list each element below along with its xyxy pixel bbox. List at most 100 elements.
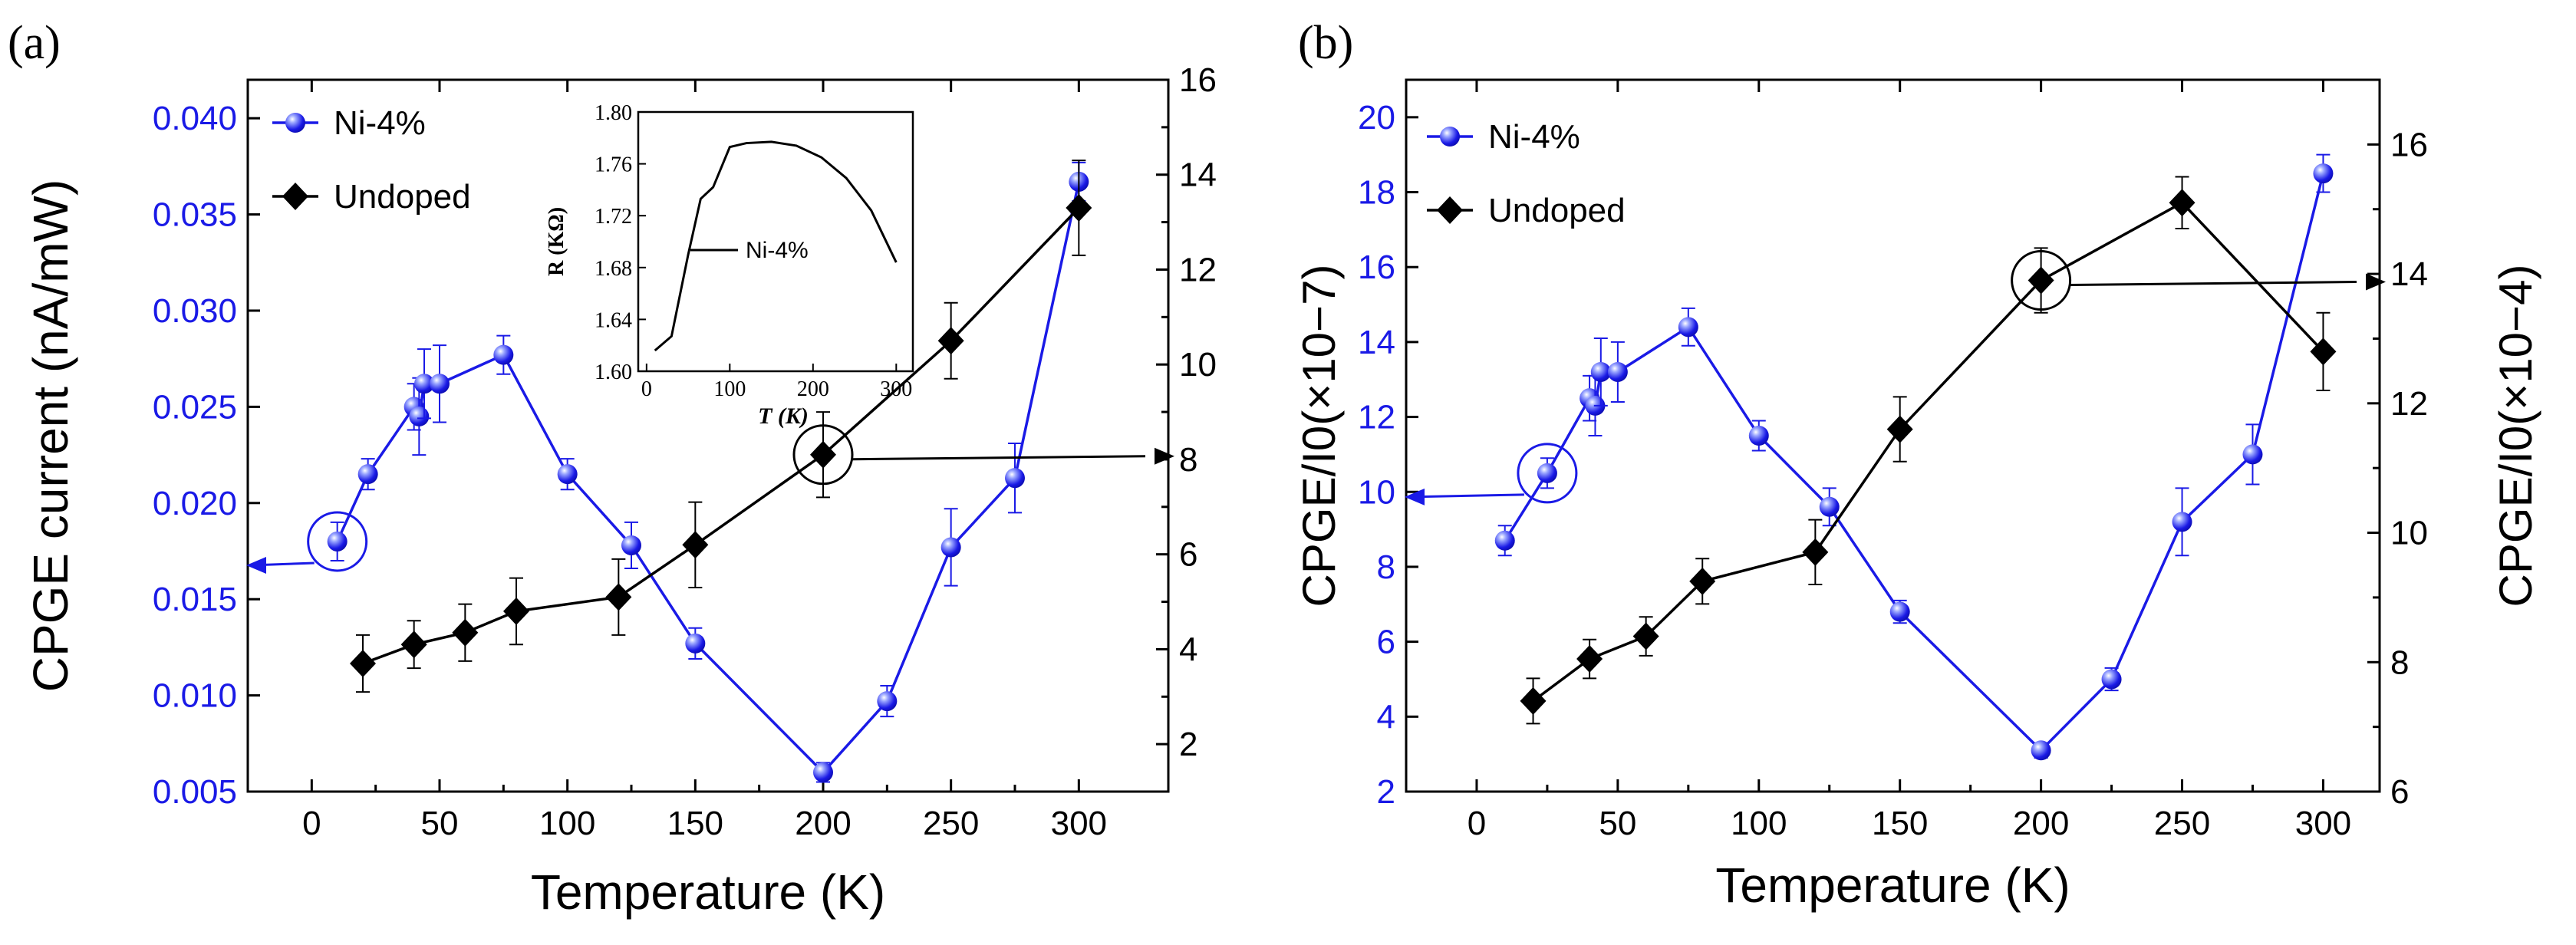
y-left-tick-label: 0.025 bbox=[153, 388, 237, 426]
y-right-tick-label: 2 bbox=[1179, 726, 1197, 763]
data-point bbox=[1819, 496, 1840, 517]
y-right-tick-label: 6 bbox=[2390, 773, 2409, 811]
y-left-tick-label: 0.035 bbox=[153, 196, 237, 234]
y-right-tick-label: 14 bbox=[2390, 255, 2428, 293]
legend-label: Ni-4% bbox=[334, 104, 426, 142]
data-point bbox=[1889, 601, 1910, 622]
legend-marker bbox=[1440, 127, 1460, 147]
y-left-tick-label: 16 bbox=[1358, 249, 1395, 286]
y-right-tick-label: 10 bbox=[2390, 515, 2428, 552]
y-right-tick-label: 16 bbox=[1179, 61, 1217, 99]
annotation-circle bbox=[307, 511, 368, 572]
x-tick-label: 250 bbox=[923, 805, 979, 842]
annotation-arrow-head bbox=[246, 556, 266, 574]
y-right-tick-label: 12 bbox=[2390, 385, 2428, 423]
legend-marker bbox=[285, 113, 305, 133]
data-point bbox=[1678, 317, 1698, 338]
data-point bbox=[621, 535, 641, 555]
data-point bbox=[2031, 740, 2051, 761]
inset-legend-label: Ni-4% bbox=[746, 238, 809, 263]
y-right-tick-label: 14 bbox=[1179, 156, 1217, 194]
inset-frame bbox=[637, 110, 914, 373]
inset-x-tick-label: 200 bbox=[797, 377, 829, 401]
y-right-tick-label: 4 bbox=[1179, 631, 1197, 668]
x-tick-label: 150 bbox=[667, 805, 723, 842]
data-point bbox=[1005, 468, 1025, 489]
data-point bbox=[685, 633, 706, 654]
x-tick-label: 300 bbox=[2295, 805, 2351, 842]
plot-frame bbox=[1405, 78, 2381, 793]
inset-line bbox=[654, 140, 898, 352]
y-left-axis-label: CPGE current (nA/mW) bbox=[23, 179, 78, 693]
data-point bbox=[810, 440, 836, 469]
annotation-circle bbox=[792, 424, 854, 486]
x-tick-label: 150 bbox=[1872, 805, 1928, 842]
annotation-circle bbox=[2011, 250, 2072, 311]
data-point bbox=[1886, 415, 1913, 443]
data-point bbox=[2310, 338, 2337, 366]
y-left-tick-label: 4 bbox=[1377, 698, 1395, 736]
inset-y-tick-label: 1.60 bbox=[595, 361, 632, 384]
x-tick-label: 300 bbox=[1051, 805, 1107, 842]
y-left-tick-label: 14 bbox=[1358, 324, 1395, 361]
data-point bbox=[452, 618, 479, 647]
y-left-tick-label: 18 bbox=[1358, 174, 1395, 212]
data-point bbox=[2169, 189, 2196, 217]
data-point bbox=[682, 531, 709, 559]
data-point bbox=[493, 344, 514, 365]
data-point bbox=[2242, 444, 2263, 465]
data-point bbox=[1607, 361, 1628, 382]
legend-marker bbox=[1437, 196, 1463, 224]
inset-y-label: R (KΩ) bbox=[545, 207, 568, 276]
x-tick-label: 100 bbox=[1731, 805, 1787, 842]
series-line bbox=[1532, 201, 2324, 703]
data-point bbox=[1537, 463, 1557, 483]
y-left-tick-label: 10 bbox=[1358, 473, 1395, 511]
annotation-arrow-head bbox=[1405, 488, 1425, 505]
x-tick-label: 0 bbox=[302, 805, 321, 842]
inset-y-tick-label: 1.80 bbox=[595, 101, 632, 125]
panel-label: (b) bbox=[1298, 17, 1353, 69]
data-point bbox=[1520, 687, 1547, 715]
data-point bbox=[1494, 530, 1515, 551]
annotation-arrow-line bbox=[852, 455, 1146, 461]
series-undoped bbox=[1520, 176, 2337, 725]
inset-y-tick-label: 1.72 bbox=[595, 205, 632, 229]
y-left-tick-label: 12 bbox=[1358, 399, 1395, 436]
inset-y-tick-label: 1.68 bbox=[595, 257, 632, 281]
data-point bbox=[409, 406, 430, 426]
inset-y-tick-label: 1.64 bbox=[595, 308, 632, 332]
x-tick-label: 200 bbox=[2013, 805, 2069, 842]
data-point bbox=[940, 537, 961, 558]
annotation-arrow-line bbox=[1408, 493, 1524, 499]
legend-label: Undoped bbox=[334, 178, 471, 216]
data-point bbox=[2313, 163, 2334, 184]
y-left-tick-label: 0.030 bbox=[153, 292, 237, 330]
y-right-tick-label: 8 bbox=[2390, 644, 2409, 681]
x-tick-label: 250 bbox=[2154, 805, 2210, 842]
y-left-tick-label: 0.040 bbox=[153, 100, 237, 137]
legend-label: Undoped bbox=[1488, 192, 1626, 229]
inset-chart: 0 100 200 300 1.60 1.64 1.68 1.72 1.76 1.80 T (K) R… bbox=[545, 101, 914, 429]
chart-panel-b: (b) 0 50 100 150 200 250 300 Temperature (K) 2 4 6 8… bbox=[1293, 17, 2541, 913]
y-left-tick-label: 6 bbox=[1377, 624, 1395, 661]
annotation-arrow-head bbox=[1155, 447, 1174, 465]
y-left-axis-label: CPGE/I0(×10−7) bbox=[1293, 265, 1345, 608]
panel-label: (a) bbox=[8, 17, 61, 69]
data-point bbox=[1576, 645, 1603, 673]
data-point bbox=[605, 583, 632, 611]
x-tick-label: 50 bbox=[1599, 805, 1636, 842]
data-point bbox=[877, 691, 898, 712]
x-tick-label: 0 bbox=[1468, 805, 1486, 842]
data-point bbox=[414, 374, 434, 394]
annotation-arrow-line bbox=[2070, 281, 2357, 287]
data-point bbox=[1748, 426, 1769, 446]
data-point bbox=[2101, 669, 2122, 690]
inset-x-tick-label: 100 bbox=[713, 377, 746, 401]
data-point bbox=[327, 531, 348, 552]
plot-frame bbox=[246, 78, 1170, 793]
y-left-tick-label: 0.010 bbox=[153, 677, 237, 715]
inset-x-tick-label: 0 bbox=[641, 377, 652, 401]
